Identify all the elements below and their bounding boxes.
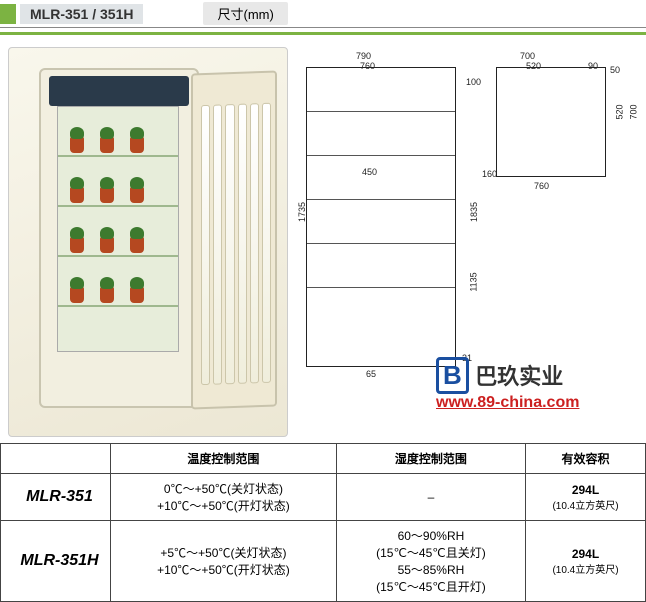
logo-mark: B — [436, 357, 469, 394]
dim-label: 520 — [615, 104, 625, 119]
tube — [250, 103, 259, 383]
volume-sub: (10.4立方英尺) — [552, 565, 618, 576]
dim-label: 760 — [534, 181, 549, 191]
accent-block — [0, 4, 16, 24]
plant-pot — [100, 287, 114, 303]
model-name: MLR-351H — [1, 521, 111, 602]
light-tubes — [201, 103, 271, 385]
plant-pot — [100, 237, 114, 253]
plant-pot — [130, 137, 144, 153]
temp-range: 0℃～+50℃(关灯状态) +10℃～+50℃(开灯状态) — [111, 474, 337, 521]
volume-sub: (10.4立方英尺) — [552, 501, 618, 512]
dim-label: 700 — [629, 104, 639, 119]
dim-label: 700 — [520, 51, 535, 61]
dimensions-label: 尺寸(mm) — [203, 2, 287, 25]
tube — [262, 103, 271, 383]
dim-label: 520 — [526, 61, 541, 71]
volume: 294L (10.4立方英尺) — [526, 474, 646, 521]
dim-label: 160 — [482, 169, 497, 179]
shelf — [58, 305, 178, 307]
plant-pot — [70, 137, 84, 153]
shelf — [58, 255, 178, 257]
plant-pot — [70, 287, 84, 303]
company-url: www.89-china.com — [436, 394, 579, 411]
volume: 294L (10.4立方英尺) — [526, 521, 646, 602]
dim-label: 50 — [610, 65, 620, 75]
model-title: MLR-351 / 351H — [20, 4, 143, 24]
dim-label: 760 — [360, 61, 375, 71]
dim-label: 100 — [466, 77, 481, 87]
shelf — [58, 155, 178, 157]
dim-label: 1735 — [297, 202, 307, 222]
temp-range: +5℃～+50℃(关灯状态) +10℃～+50℃(开灯状态) — [111, 521, 337, 602]
product-photo — [8, 47, 288, 437]
plant-pot — [70, 237, 84, 253]
plant-pot — [130, 237, 144, 253]
main-content: 790 760 700 520 90 100 450 1735 1835 113… — [0, 37, 646, 443]
tube — [238, 104, 247, 384]
glass-chamber — [57, 106, 179, 352]
divider-line — [0, 32, 646, 35]
dim-label: 1835 — [469, 202, 479, 222]
col-volume: 有效容积 — [526, 444, 646, 474]
col-model — [1, 444, 111, 474]
dim-label: 90 — [588, 61, 598, 71]
humidity-range: 60～90%RH (15℃～45℃且关灯) 55～85%RH (15℃～45℃且… — [336, 521, 525, 602]
company-logo: B 巴玖实业 www.89-china.com — [436, 357, 579, 412]
col-temp: 温度控制范围 — [111, 444, 337, 474]
header-bar: MLR-351 / 351H 尺寸(mm) — [0, 0, 646, 28]
tube — [201, 105, 210, 385]
col-humidity: 湿度控制范围 — [336, 444, 525, 474]
dim-label: 450 — [362, 167, 377, 177]
humidity-range: – — [336, 474, 525, 521]
table-header-row: 温度控制范围 湿度控制范围 有效容积 — [1, 444, 646, 474]
side-view — [496, 67, 606, 177]
technical-diagram: 790 760 700 520 90 100 450 1735 1835 113… — [296, 47, 638, 437]
control-panel — [49, 76, 189, 106]
plant-pot — [130, 287, 144, 303]
table-row: MLR-351 0℃～+50℃(关灯状态) +10℃～+50℃(开灯状态) – … — [1, 474, 646, 521]
dim-label: 1135 — [469, 272, 479, 291]
plant-pot — [70, 187, 84, 203]
tube — [213, 104, 222, 384]
spec-table: 温度控制范围 湿度控制范围 有效容积 MLR-351 0℃～+50℃(关灯状态)… — [0, 443, 646, 602]
model-name: MLR-351 — [1, 474, 111, 521]
incubator-door — [191, 70, 277, 409]
company-name: 巴玖实业 — [475, 364, 563, 389]
dim-label: 65 — [366, 369, 376, 379]
volume-value: 294L — [572, 547, 599, 561]
dim-label: 790 — [356, 51, 371, 61]
tube — [225, 104, 234, 384]
shelf — [58, 205, 178, 207]
front-view — [306, 67, 456, 367]
table-row: MLR-351H +5℃～+50℃(关灯状态) +10℃～+50℃(开灯状态) … — [1, 521, 646, 602]
volume-value: 294L — [572, 483, 599, 497]
plant-pot — [100, 187, 114, 203]
plant-pot — [130, 187, 144, 203]
plant-pot — [100, 137, 114, 153]
